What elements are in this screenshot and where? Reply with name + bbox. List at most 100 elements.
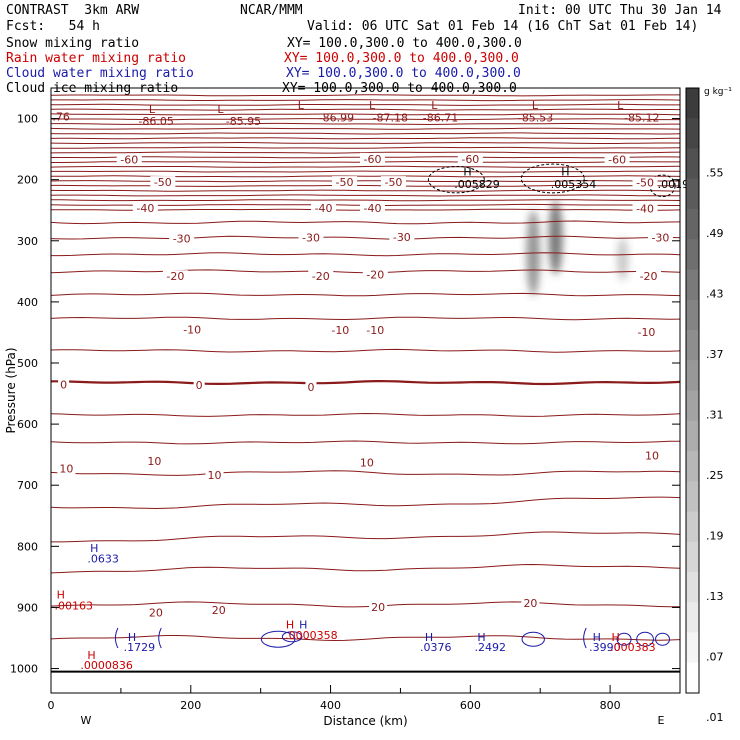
contour-label-background [362,268,388,281]
contour-label-background [193,379,205,391]
contour-label: -60 [461,153,479,166]
model-title: CONTRAST 3km ARW [6,3,140,18]
contour-label-background [116,153,142,166]
x-end-label-west: W [81,714,92,727]
colorbar-label: .49 [706,227,724,240]
isotherm-line [50,470,681,476]
isotherm-line [51,122,680,126]
contour-label: 10 [360,457,374,470]
field-xy-rain: XY= 100.0,300.0 to 400.0,300.0 [284,51,519,66]
cloud-water-contour [114,627,119,649]
colorbar-swatch [686,88,699,119]
contour-label: 0 [196,379,203,392]
extreme-annotation: H [561,166,569,179]
contour-label: 10 [59,463,73,476]
contour-label: -30 [651,232,669,245]
contour-label: -10 [366,324,384,337]
low-marker: L [217,103,224,116]
isotherm-line [50,108,681,111]
contour-label-background [132,201,158,214]
extreme-annotation: H [463,166,471,179]
annotation-layer: H.005829H.005354.0019H.0633H.00163H.1729… [54,166,689,672]
contour-label: -10 [331,324,349,337]
cloud-water-contour [158,627,162,649]
contour-label: 0 [60,378,67,391]
org-title: NCAR/MMM [240,3,303,18]
colorbar: .55 .49 .43 .37 .31 .25 .19 .13 .07 .01 g kg⁻¹ [685,87,732,724]
contour-label: -60 [120,154,138,167]
extreme-annotation: .0376 [420,641,452,654]
field-xy-cloud-water: XY= 100.0,300.0 to 400.0,300.0 [286,66,521,81]
isotherm-line [50,113,681,116]
isotherm-line [51,118,680,121]
contour-label: 20 [149,606,163,619]
top-extreme-value: .76 [52,111,70,124]
isotherm-line [50,316,681,321]
extreme-annotation: .0000836 [80,659,133,672]
isotherm-line [50,132,681,135]
isotherm-line [50,151,681,154]
contour-label: -50 [384,176,402,189]
low-marker: L [369,99,376,112]
isotherm-line [50,292,681,297]
colorbar-swatch [686,541,699,573]
field-name-rain: Rain water mixing ratio [6,51,187,66]
contour-label-background [298,231,324,244]
cloud-water-contour [521,631,545,647]
contour-label-background [359,201,385,214]
isotherm-line [50,601,680,608]
extreme-annotation: H [593,631,601,644]
x-tick-label: 400 [320,699,341,712]
contour-label: -40 [136,202,154,215]
isotherm-line [50,189,681,192]
isotherm-line [50,563,681,574]
y-tick-label: 800 [17,540,38,553]
extreme-annotation: H [612,631,620,644]
contour-label-background [332,176,358,189]
extreme-annotation: H [87,649,95,662]
extreme-annotation: H [299,619,307,632]
x-tick-label: 0 [48,699,55,712]
snow-cell [548,201,563,275]
colorbar-swatch [686,572,699,603]
colorbar-swatch [686,330,699,361]
colorbar-label: .13 [706,590,724,603]
contour-label-background [146,606,165,619]
contour-label-background [457,152,483,165]
extreme-annotation: .2492 [475,641,507,654]
contour-label: -20 [166,270,184,283]
colorbar-swatch [686,451,699,482]
isotherm-line [50,635,681,642]
contour-label: -30 [173,232,191,245]
contour-label-background [205,468,224,481]
x-tick-label: 600 [460,699,481,712]
colorbar-label: .19 [706,530,724,543]
colorbar-border [685,87,700,694]
cloud-water-contour [655,632,671,646]
low-marker: L [298,99,305,112]
low-marker: L [532,99,539,112]
contour-label-background [308,270,334,283]
isotherm-line [50,103,680,106]
colorbar-swatch [686,118,699,149]
isotherm-line [51,99,681,102]
extreme-annotation: .0000358 [285,629,338,642]
contour-label: -20 [640,270,658,283]
isotherm-line [51,170,681,173]
extreme-annotation: H [57,589,65,602]
plot-border [50,87,681,694]
contour-label-background [150,176,176,189]
contour-label-background [362,324,388,336]
y-axis-title: Pressure (hPa) [4,347,18,433]
contour-label-background [179,323,205,336]
colorbar-swatch [686,632,699,664]
contour-label: -20 [366,268,384,281]
colorbar-swatch [686,511,699,543]
colorbar-label: .31 [706,409,724,422]
contour-label-layer: -60 -60 -60 -60-50 -50 -50 -50-40 -40 -40 -40-30-… [52,99,673,619]
contour-label: 0 [307,381,314,394]
cloud-water-contour [281,631,303,643]
contour-label: 10 [147,455,161,468]
cloud-water-contour [636,631,654,647]
